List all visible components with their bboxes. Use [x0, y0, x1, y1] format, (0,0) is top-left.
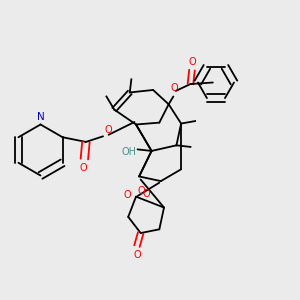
Text: O: O — [142, 188, 150, 199]
Text: O: O — [133, 250, 141, 260]
Text: O: O — [188, 57, 196, 67]
Text: O: O — [170, 83, 178, 93]
Text: O: O — [124, 190, 131, 200]
Text: O: O — [105, 125, 112, 135]
Text: O: O — [79, 163, 87, 173]
Text: O: O — [137, 186, 145, 196]
Text: OH: OH — [121, 147, 136, 157]
Text: N: N — [37, 112, 44, 122]
